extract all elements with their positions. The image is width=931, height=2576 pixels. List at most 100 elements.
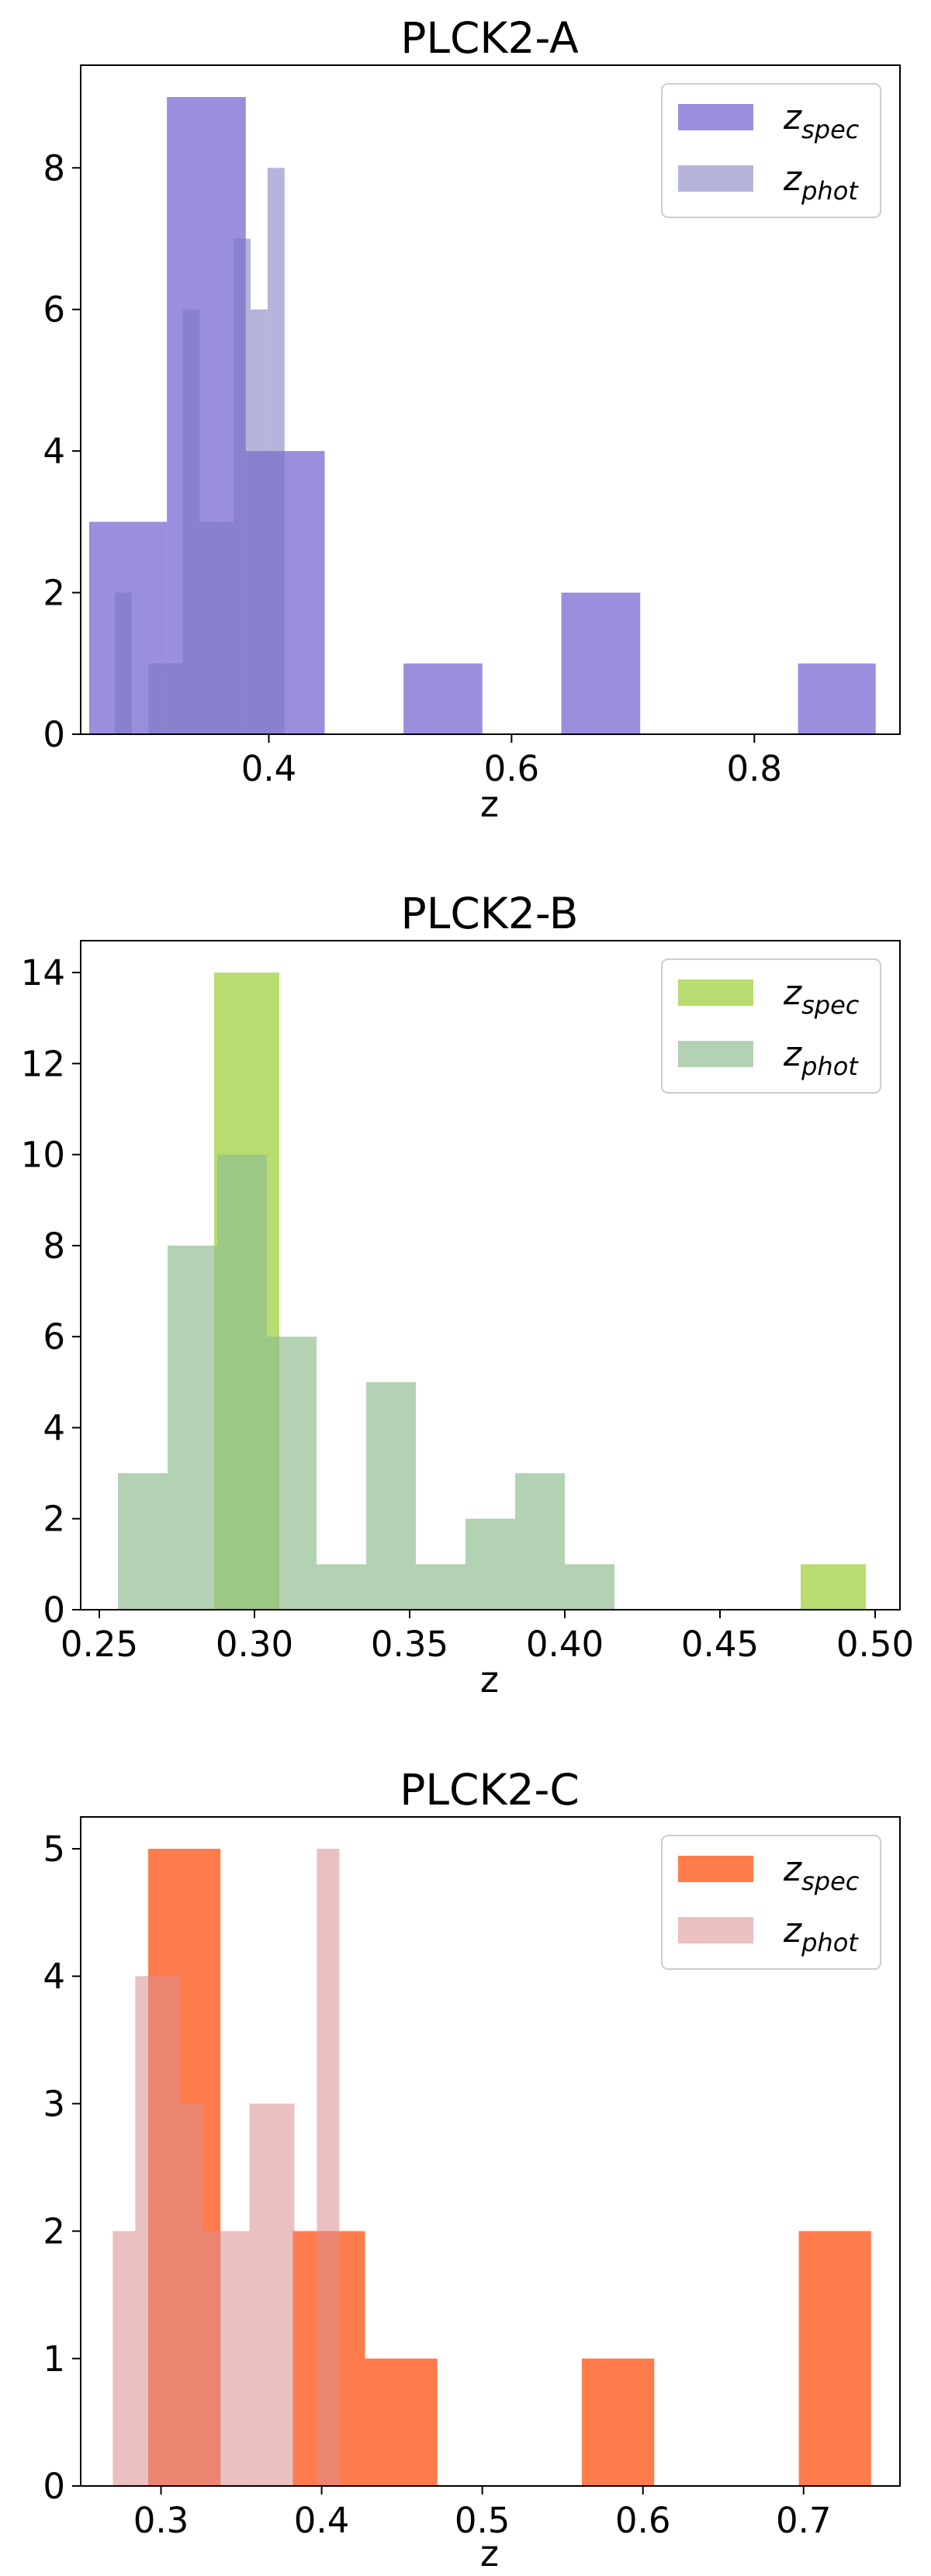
bar-phot-2 [148,663,166,734]
x-tick-label: 0.4 [241,748,297,789]
panel-plck2-c: PLCK2-C 0.3 0.4 0.5 0.6 0.7 0 1 2 3 4 5 z zspec z… [43,1765,901,2574]
y-tick-label: 5 [43,1829,65,1870]
legend-label-z-spec: zspec [783,1850,860,1896]
y-tick-label: 0 [43,1590,65,1631]
x-tick-label: 0.30 [216,1624,293,1665]
bar-phot-7 [234,238,251,734]
bar-spec-9 [798,663,876,734]
bar-spec-9 [801,1564,866,1610]
legend: zspec zphot [661,83,881,218]
x-tick-label: 0.35 [371,1624,448,1665]
plot-frame [80,64,901,735]
y-tick-label: 1 [43,2339,65,2380]
bar-phot-4 [202,2231,226,2486]
legend-swatch-z-phot [678,1917,753,1943]
chart-title: PLCK2-A [400,13,579,63]
y-tick-label: 8 [43,147,65,189]
bar-phot-3 [267,1337,317,1610]
y-tick-label: 6 [43,1316,65,1357]
y-tick-label: 4 [43,431,65,472]
bar-phot-8 [251,309,268,734]
y-axis: 0 2 4 6 8 [43,147,81,755]
x-axis-label: z [480,2533,499,2574]
x-tick-label: 0.8 [726,748,782,789]
x-axis-label: z [480,1659,499,1701]
x-tick-label: 0.6 [615,2500,671,2541]
bar-phot-2 [157,1976,181,2486]
bar-phot-6 [416,1564,466,1610]
bar-phot-0 [114,592,132,734]
bar-phot-3 [180,2103,203,2486]
y-tick-label: 14 [21,952,65,993]
x-axis: 0.3 0.4 0.5 0.6 0.7 [133,2486,832,2541]
bar-phot-7 [466,1518,515,1610]
legend-swatch-z-spec [678,104,753,130]
bar-phot-1 [168,1245,217,1610]
bar-phot-5 [366,1382,416,1610]
bar-phot-1 [135,1976,158,2486]
legend-label-z-spec: zspec [783,973,860,1020]
y-tick-label: 3 [43,2083,65,2124]
bars-layer [112,1849,871,2486]
plot-frame [80,940,901,1610]
bar-phot-8 [515,1473,565,1610]
y-tick-label: 10 [21,1135,65,1176]
bar-phot-9 [267,168,285,735]
x-axis-label: z [480,783,499,825]
bar-phot-2 [217,1154,267,1610]
legend-label-z-phot: zphot [783,1911,859,1957]
y-tick-label: 0 [43,2466,65,2507]
y-axis: 0 2 4 6 8 10 12 14 [21,952,81,1631]
bar-phot-9 [565,1564,614,1610]
bar-spec-9 [798,2231,871,2486]
y-tick-label: 8 [43,1226,65,1267]
x-tick-label: 0.50 [836,1624,914,1665]
bars-layer [118,973,866,1610]
legend: zspec zphot [661,959,881,1094]
bar-phot-6 [216,522,234,734]
x-tick-label: 0.5 [455,2500,510,2541]
y-tick-label: 12 [21,1043,65,1084]
y-tick-label: 2 [43,573,65,614]
legend-label-z-phot: zphot [783,1035,859,1081]
x-tick-label: 0.3 [133,2500,189,2541]
y-tick-label: 2 [43,2211,65,2252]
y-tick-label: 2 [43,1499,65,1540]
x-axis: 0.25 0.30 0.35 0.40 0.45 0.50 [61,1610,914,1665]
legend-label-z-phot: zphot [783,159,859,206]
plot-frame [80,1816,901,2487]
legend-swatch-z-spec [678,1856,753,1882]
panel-plck2-b: PLCK2-B 0.25 0.30 0.35 0.40 0.45 0.50 0 2 4 6 8 10… [21,889,914,1701]
x-tick-label: 0.7 [776,2500,832,2541]
chart-title: PLCK2-C [400,1765,580,1815]
y-tick-label: 4 [43,1407,65,1448]
legend-swatch-z-phot [678,165,753,192]
bar-phot-6 [249,2103,272,2486]
x-axis: 0.4 0.6 0.8 [241,734,782,789]
bar-spec-6 [561,592,641,734]
bar-phot-9 [317,1849,340,2486]
y-tick-label: 0 [43,714,65,755]
legend-swatch-z-spec [678,979,753,1006]
bar-phot-7 [272,2103,295,2486]
legend-swatch-z-phot [678,1041,753,1067]
y-tick-label: 4 [43,1956,65,1997]
x-tick-label: 0.25 [61,1624,138,1665]
x-tick-label: 0.40 [526,1624,604,1665]
legend-label-z-spec: zspec [783,98,860,144]
bar-phot-3 [165,663,183,734]
legend: zspec zphot [661,1835,881,1970]
x-tick-label: 0.4 [294,2500,350,2541]
bar-phot-4 [317,1564,366,1610]
panel-plck2-a: PLCK2-A 0.4 0.6 0.8 0 2 4 6 8 z zspec zphot [43,13,901,825]
chart-title: PLCK2-B [401,889,579,938]
bar-phot-5 [199,522,217,734]
y-axis: 0 1 2 3 4 5 [43,1829,81,2507]
bar-phot-5 [225,2231,250,2486]
bar-phot-4 [182,309,200,734]
bar-spec-4 [403,663,483,734]
bars-layer [89,97,876,735]
x-tick-label: 0.6 [484,748,540,789]
bar-phot-0 [118,1473,168,1610]
